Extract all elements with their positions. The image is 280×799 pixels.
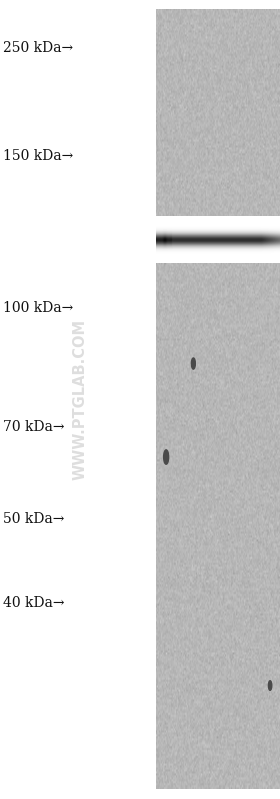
Text: 100 kDa→: 100 kDa→: [3, 300, 73, 315]
Text: 250 kDa→: 250 kDa→: [3, 41, 73, 55]
Circle shape: [192, 358, 195, 369]
Text: 50 kDa→: 50 kDa→: [3, 512, 64, 527]
Circle shape: [269, 681, 272, 690]
Text: 70 kDa→: 70 kDa→: [3, 420, 64, 435]
Text: 150 kDa→: 150 kDa→: [3, 149, 73, 163]
Text: WWW.PTGLAB.COM: WWW.PTGLAB.COM: [72, 319, 87, 480]
Text: 40 kDa→: 40 kDa→: [3, 596, 64, 610]
Circle shape: [164, 450, 169, 464]
